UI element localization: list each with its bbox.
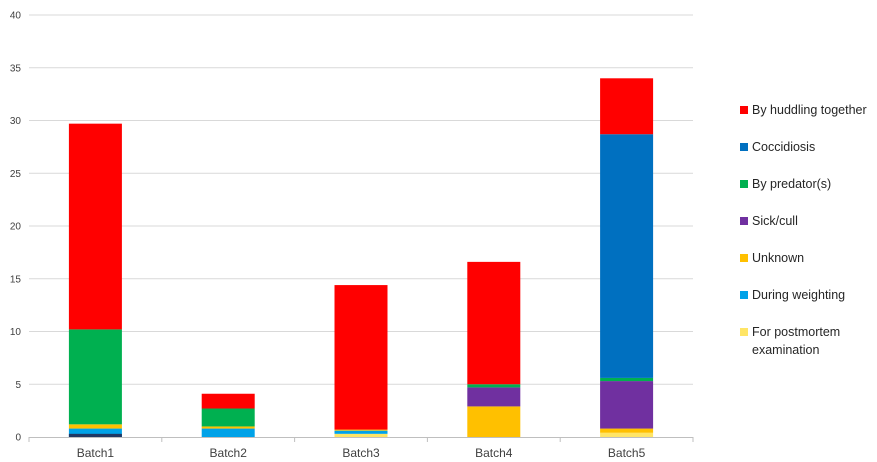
legend: By huddling together Coccidiosis By predat… [740, 103, 867, 357]
legend-label: Unknown [752, 251, 804, 265]
bar-segment-batch3-1 [334, 430, 388, 434]
y-tick-label: 0 [15, 433, 21, 444]
x-category-label: Batch4 [475, 446, 513, 460]
legend-label: Sick/cull [752, 214, 798, 228]
bar-segment-batch5-2 [600, 428, 654, 433]
legend-swatch [740, 180, 748, 188]
bar-segment-batch2-1 [201, 428, 255, 437]
x-category-label: Batch2 [210, 446, 248, 460]
bar-segment-batch5-5 [600, 134, 654, 378]
legend-swatch [740, 328, 748, 336]
legend-item: By huddling together [740, 103, 867, 117]
bar-segment-batch2-6 [201, 393, 255, 409]
y-tick-label: 35 [10, 63, 22, 74]
bar-segment-batch4-6 [467, 261, 521, 385]
bar-segment-batch4-2 [467, 406, 521, 437]
legend-swatch [740, 217, 748, 225]
bar-segment-batch5-6 [600, 78, 654, 135]
y-tick-label: 25 [10, 169, 22, 180]
gridlines [29, 14, 693, 385]
bar-segment-batch3-6 [334, 285, 388, 430]
legend-label: During weighting [752, 288, 845, 302]
x-category-label: Batch1 [77, 446, 115, 460]
bar-segment-batch1-2 [68, 424, 122, 429]
bar-segment-batch4-3 [467, 387, 521, 407]
x-axis: Batch1 Batch2 Batch3 Batch4 Batch5 [28, 437, 694, 460]
bar-segment-batch3-0 [334, 433, 388, 437]
bars [68, 78, 654, 437]
bar-segment-batch1-4 [68, 329, 122, 425]
legend-label: Coccidiosis [752, 140, 815, 154]
legend-item: Sick/cull [740, 214, 798, 228]
bar-segment-batch2-4 [201, 408, 255, 427]
y-tick-label: 40 [10, 11, 22, 22]
bar-segment-batch4-4 [467, 384, 521, 388]
legend-swatch [740, 143, 748, 151]
bar-segment-batch1-1 [68, 428, 122, 437]
legend-item: For postmortem examination [740, 325, 840, 357]
y-tick-label: 30 [10, 116, 22, 127]
bar-segment-batch2-2 [201, 426, 255, 429]
legend-label: By huddling together [752, 103, 867, 117]
bar-segment-batch5-0 [600, 432, 654, 437]
y-tick-label: 10 [10, 327, 22, 338]
legend-swatch [740, 291, 748, 299]
y-tick-label: 5 [15, 380, 21, 391]
bar-segment-batch1-6 [68, 123, 122, 330]
legend-label: For postmortem examination [752, 325, 840, 357]
legend-item: Coccidiosis [740, 140, 815, 154]
bar-segment-batch5-3 [600, 381, 654, 429]
legend-swatch [740, 254, 748, 262]
x-category-label: Batch3 [342, 446, 380, 460]
legend-swatch [740, 106, 748, 114]
y-tick-label: 15 [10, 274, 22, 285]
x-category-label: Batch5 [608, 446, 646, 460]
legend-label: By predator(s) [752, 177, 831, 191]
legend-item: Unknown [740, 251, 804, 265]
legend-item: During weighting [740, 288, 845, 302]
legend-item: By predator(s) [740, 177, 831, 191]
bar-segment-batch5-4 [600, 377, 654, 382]
bar-segment-batch1-base [68, 433, 122, 437]
y-tick-label: 20 [10, 222, 22, 233]
y-axis-ticks: 0 5 10 15 20 25 30 35 40 [10, 11, 22, 444]
bar-segment-batch3-2 [334, 429, 388, 431]
